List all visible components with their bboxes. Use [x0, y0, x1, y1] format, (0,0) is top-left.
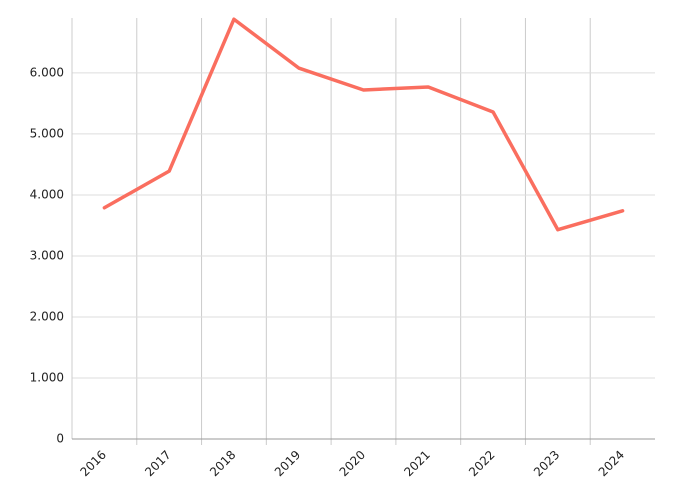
x-tick-label: 2018	[207, 448, 238, 479]
x-tick-label: 2020	[337, 448, 368, 479]
x-tick-label: 2024	[596, 448, 627, 479]
y-tick-label: 1.000	[30, 370, 64, 384]
data-line	[102, 17, 625, 232]
x-tick-label: 2022	[466, 448, 497, 479]
x-tick-label: 2023	[531, 448, 562, 479]
y-tick-label: 0	[56, 432, 64, 446]
x-tick-label: 2019	[272, 448, 303, 479]
y-tick-label: 4.000	[30, 187, 64, 201]
y-tick-label: 5.000	[30, 126, 64, 140]
y-tick-label: 6.000	[30, 65, 64, 79]
y-tick-label: 3.000	[30, 248, 64, 262]
x-tick-label: 2017	[142, 448, 173, 479]
x-tick-label: 2021	[401, 448, 432, 479]
y-tick-label: 2.000	[30, 309, 64, 323]
x-tick-label: 2016	[77, 448, 108, 479]
